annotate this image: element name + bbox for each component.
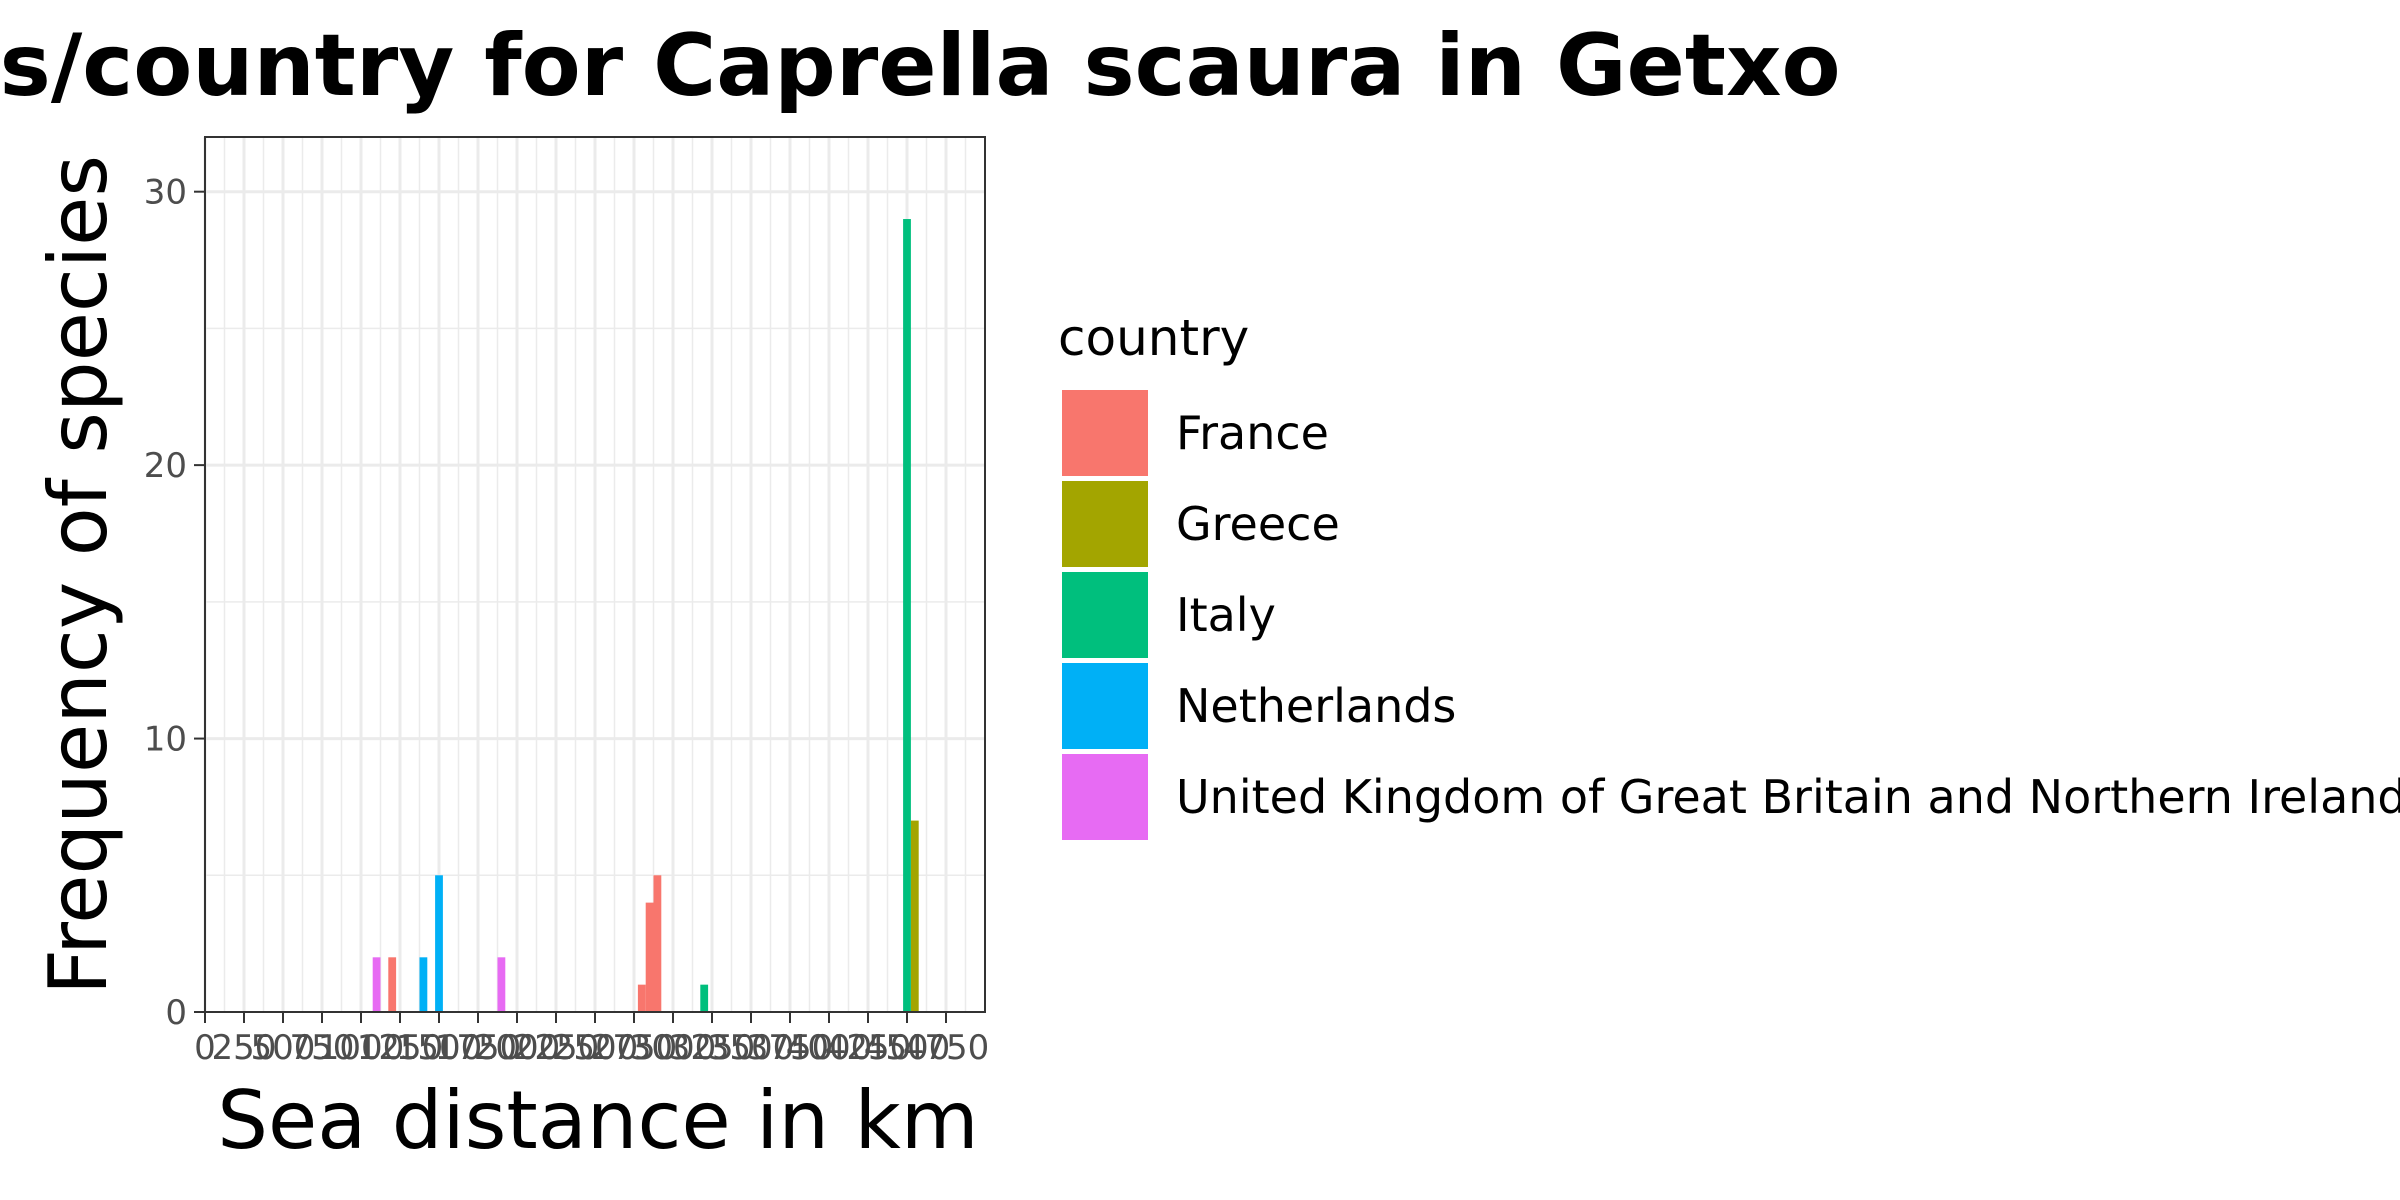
legend-label: Greece xyxy=(1176,497,1340,551)
bar xyxy=(435,875,443,1012)
x-tick-label: 3250 xyxy=(669,1028,756,1068)
bar xyxy=(497,957,506,1012)
x-tick-label: 4500 xyxy=(864,1028,951,1068)
plot-area xyxy=(203,136,986,1013)
x-tick-label: 1750 xyxy=(435,1028,522,1068)
bar xyxy=(645,902,654,1012)
legend-swatch xyxy=(1062,663,1148,749)
bar xyxy=(372,957,381,1012)
legend: country France Greece Italy Netherlands Unit… xyxy=(1058,309,2400,840)
legend-swatch xyxy=(1062,754,1148,840)
x-axis-title: Sea distance in km xyxy=(217,1074,978,1167)
legend-swatch xyxy=(1062,481,1148,567)
x-tick-label: 750 xyxy=(290,1028,355,1068)
x-tick-label: 4250 xyxy=(825,1028,912,1068)
x-tick-label: 3500 xyxy=(708,1028,795,1068)
x-tick-label: 3000 xyxy=(630,1028,717,1068)
chart-title: Sea distances/country for Caprella scaur… xyxy=(0,16,1841,116)
x-tick-label: 2250 xyxy=(513,1028,600,1068)
legend-title: country xyxy=(1058,309,1249,367)
x-axis: 0250500750100012501500175020002250250027… xyxy=(194,1012,989,1068)
y-tick-label: 20 xyxy=(144,446,187,486)
bar xyxy=(700,984,709,1012)
legend-label: Netherlands xyxy=(1176,679,1456,733)
legend-swatch xyxy=(1062,390,1148,476)
x-tick-label: 1250 xyxy=(357,1028,444,1068)
x-tick-label: 2750 xyxy=(591,1028,678,1068)
bar xyxy=(653,875,662,1012)
y-tick-label: 0 xyxy=(165,993,187,1033)
y-tick-label: 30 xyxy=(144,173,187,213)
bar xyxy=(910,820,919,1012)
bar xyxy=(388,957,397,1012)
x-tick-label: 1000 xyxy=(318,1028,405,1068)
legend-label: Italy xyxy=(1176,588,1276,642)
x-tick-label: 0 xyxy=(194,1028,216,1068)
x-tick-label: 250 xyxy=(212,1028,277,1068)
y-tick-label: 10 xyxy=(144,720,187,760)
bar xyxy=(419,957,428,1012)
x-tick-label: 4750 xyxy=(903,1028,990,1068)
legend-label: France xyxy=(1176,406,1329,460)
x-tick-label: 4000 xyxy=(786,1028,873,1068)
y-axis: 0 10 20 30 xyxy=(144,173,205,1033)
bar xyxy=(903,219,911,1012)
legend-swatch xyxy=(1062,572,1148,658)
x-tick-label: 2500 xyxy=(552,1028,639,1068)
x-tick-label: 2000 xyxy=(474,1028,561,1068)
x-tick-label: 500 xyxy=(251,1028,316,1068)
y-axis-title: Frequency of species xyxy=(32,155,125,995)
bars xyxy=(372,219,919,1012)
grid-lines xyxy=(203,137,986,1012)
bar xyxy=(637,984,646,1012)
x-tick-label: 3750 xyxy=(747,1028,834,1068)
x-tick-label: 1500 xyxy=(396,1028,483,1068)
legend-label: United Kingdom of Great Britain and Nort… xyxy=(1176,770,2400,824)
